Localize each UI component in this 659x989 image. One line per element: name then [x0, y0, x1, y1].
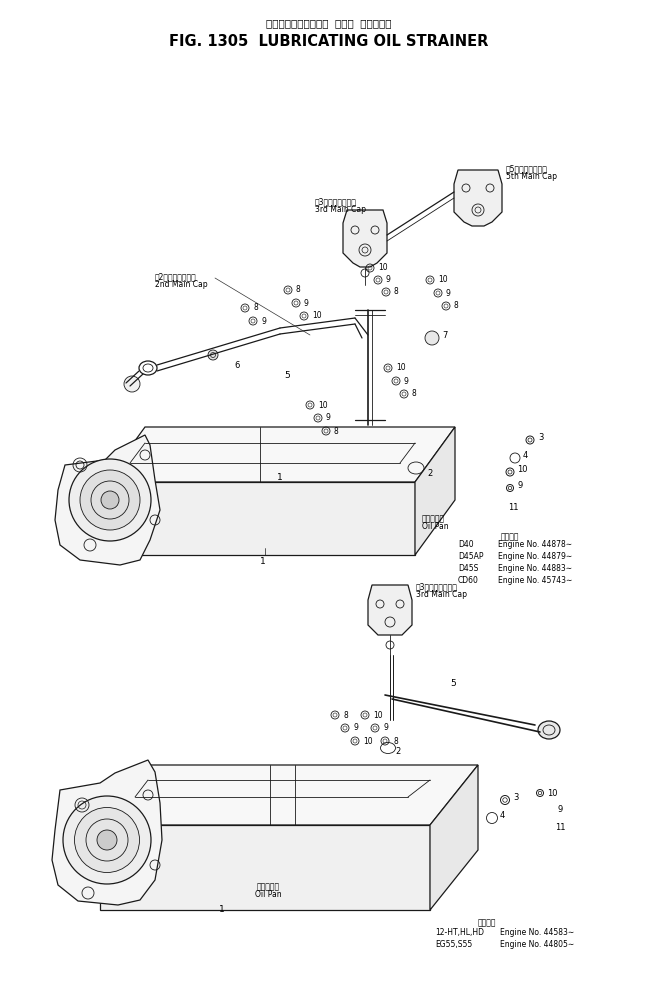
Ellipse shape — [74, 807, 140, 872]
Text: D45AP: D45AP — [458, 552, 484, 561]
Text: 6: 6 — [235, 362, 240, 371]
Circle shape — [208, 350, 218, 360]
Polygon shape — [100, 825, 430, 910]
Text: 1: 1 — [260, 557, 266, 566]
Text: 9: 9 — [261, 316, 266, 325]
Text: D45S: D45S — [458, 564, 478, 573]
Ellipse shape — [69, 459, 151, 541]
Circle shape — [124, 376, 140, 392]
Text: 8: 8 — [253, 304, 258, 313]
Text: 10: 10 — [396, 364, 406, 373]
Text: 8: 8 — [334, 426, 339, 435]
Text: EG55,S55: EG55,S55 — [435, 940, 473, 949]
Text: FIG. 1305  LUBRICATING OIL STRAINER: FIG. 1305 LUBRICATING OIL STRAINER — [169, 34, 489, 49]
Text: 5: 5 — [284, 372, 290, 381]
Text: 第3メインキャップ: 第3メインキャップ — [315, 197, 357, 206]
Text: Engine No. 44879∼: Engine No. 44879∼ — [498, 552, 572, 561]
Text: 8: 8 — [296, 286, 301, 295]
Text: 11: 11 — [555, 823, 565, 832]
Polygon shape — [415, 427, 455, 555]
Text: 1: 1 — [277, 473, 283, 482]
Text: 9: 9 — [558, 805, 563, 815]
Text: 4: 4 — [523, 452, 529, 461]
Text: 7: 7 — [442, 330, 447, 339]
Text: 2: 2 — [395, 748, 400, 757]
Text: 11: 11 — [508, 502, 519, 511]
Text: 9: 9 — [326, 413, 331, 422]
Text: 8: 8 — [393, 737, 398, 746]
Polygon shape — [100, 765, 478, 825]
Text: Engine No. 44805∼: Engine No. 44805∼ — [500, 940, 574, 949]
Text: 10: 10 — [312, 312, 322, 320]
Text: 5th Main Cap: 5th Main Cap — [506, 172, 557, 181]
Text: 5: 5 — [450, 678, 456, 687]
Text: 3: 3 — [513, 793, 519, 802]
Text: 9: 9 — [353, 724, 358, 733]
Text: 10: 10 — [438, 276, 447, 285]
Text: 9: 9 — [304, 299, 309, 308]
Circle shape — [425, 331, 439, 345]
Text: 2: 2 — [427, 469, 432, 478]
Polygon shape — [454, 170, 502, 226]
Text: 適用小山: 適用小山 — [478, 918, 496, 927]
Text: オイルパン: オイルパン — [256, 882, 279, 891]
Polygon shape — [105, 427, 455, 482]
Text: 3: 3 — [538, 433, 544, 442]
Polygon shape — [430, 765, 478, 910]
Text: 8: 8 — [394, 288, 399, 297]
Text: Oil Pan: Oil Pan — [254, 890, 281, 899]
Text: Engine No. 44583∼: Engine No. 44583∼ — [500, 928, 574, 937]
Text: 9: 9 — [446, 289, 451, 298]
Polygon shape — [368, 585, 412, 635]
Ellipse shape — [97, 830, 117, 850]
Text: 9: 9 — [383, 724, 388, 733]
Text: 4: 4 — [500, 812, 505, 821]
Text: 10: 10 — [363, 737, 372, 746]
Text: 10: 10 — [547, 788, 558, 797]
Text: 第2メインキャップ: 第2メインキャップ — [155, 272, 197, 281]
Text: 10: 10 — [378, 263, 387, 273]
Ellipse shape — [80, 470, 140, 530]
Text: 8: 8 — [343, 710, 348, 720]
Text: 10: 10 — [373, 710, 383, 720]
Text: 9: 9 — [517, 482, 522, 491]
Text: 1: 1 — [219, 905, 225, 914]
Text: 3rd Main Cap: 3rd Main Cap — [315, 205, 366, 214]
Text: Engine No. 44883∼: Engine No. 44883∼ — [498, 564, 572, 573]
Text: 適用小山: 適用小山 — [501, 532, 519, 541]
Text: 第5メインキャップ: 第5メインキャップ — [506, 164, 548, 173]
Polygon shape — [55, 435, 160, 565]
Text: ルーブリケーティング  オイル  ストレーナ: ルーブリケーティング オイル ストレーナ — [266, 18, 391, 28]
Text: 2nd Main Cap: 2nd Main Cap — [155, 280, 208, 289]
Text: 9: 9 — [404, 377, 409, 386]
Text: Engine No. 45743∼: Engine No. 45743∼ — [498, 576, 573, 585]
Polygon shape — [52, 760, 162, 905]
Text: オイルパン: オイルパン — [422, 514, 445, 523]
Polygon shape — [105, 482, 415, 555]
Text: 10: 10 — [517, 466, 527, 475]
Polygon shape — [343, 210, 387, 267]
Text: 10: 10 — [318, 401, 328, 409]
Text: 12-HT,HL,HD: 12-HT,HL,HD — [435, 928, 484, 937]
Text: Oil Pan: Oil Pan — [422, 522, 449, 531]
Text: 8: 8 — [454, 302, 459, 311]
Ellipse shape — [101, 491, 119, 509]
Text: CD60: CD60 — [458, 576, 479, 585]
Text: 8: 8 — [412, 390, 416, 399]
Ellipse shape — [538, 721, 560, 739]
Text: D40: D40 — [458, 540, 474, 549]
Text: Engine No. 44878∼: Engine No. 44878∼ — [498, 540, 572, 549]
Ellipse shape — [63, 796, 151, 884]
Text: 3rd Main Cap: 3rd Main Cap — [416, 590, 467, 599]
Text: 第3メインキャップ: 第3メインキャップ — [416, 582, 458, 591]
Text: 9: 9 — [386, 276, 391, 285]
